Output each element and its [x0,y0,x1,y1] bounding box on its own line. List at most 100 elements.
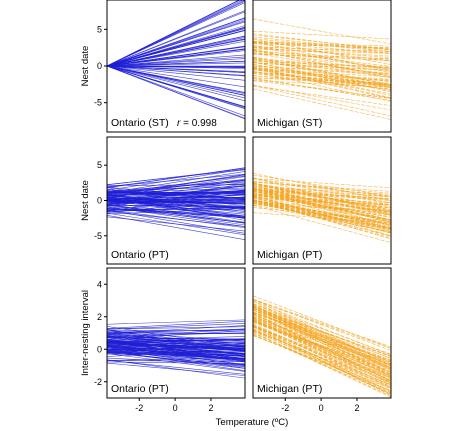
series-line [253,60,391,69]
series-line [253,311,391,361]
series-line [253,187,391,198]
series-line [253,30,391,40]
series-line [253,183,391,204]
series-line [107,65,245,110]
series-line [107,0,241,67]
series-line [253,80,391,99]
series-line [253,302,391,366]
annotation-background [175,117,219,130]
series-line [107,65,245,81]
series-line [253,38,391,53]
series-line [107,65,245,77]
panel-label: Ontario (PT) [111,383,169,395]
series-lines [107,319,245,379]
series-line [253,178,391,189]
series-line [107,168,245,191]
series-line [253,42,391,62]
series-line [253,174,391,197]
series-line [107,361,245,364]
series-line [253,88,391,120]
series-line [107,338,245,342]
series-line [253,40,391,49]
series-line [253,307,391,363]
series-line [253,61,391,93]
series-line [253,36,391,52]
panel-label: Ontario (ST) [111,117,169,129]
series-line [253,67,391,95]
series-line [253,71,391,86]
series-line [253,199,391,224]
series-line [107,2,245,67]
series-line [107,17,245,67]
series-line [253,316,391,367]
panel-frame [106,267,246,399]
series-line [107,65,245,107]
panel-label-background [255,248,324,262]
series-line [253,187,391,230]
y-tick-label: -2 [94,377,102,387]
panel-label-background [255,382,324,396]
series-line [107,335,245,357]
series-line [253,56,391,75]
y-tick-label: 4 [97,279,102,289]
panel-2: Michigan (ST) [252,0,392,133]
series-line [107,65,245,119]
series-line [253,306,391,375]
series-line [107,319,245,325]
series-line [253,73,391,85]
series-lines [107,0,245,120]
series-line [253,198,391,227]
series-line [253,320,391,385]
series-line [107,193,245,212]
panel-label-background [109,382,171,396]
panel-label: Michigan (PT) [257,383,322,395]
series-line [253,33,391,51]
series-line [253,188,391,215]
panel-label-background [255,116,324,130]
panel-frame [252,267,392,399]
series-line [253,75,391,85]
x-tick-label: 0 [173,403,178,413]
panel-1: -5 0 5 Nest date Ontario (ST) r = 0.998 [80,0,246,133]
panel-label-background [109,248,171,262]
series-line [253,48,391,54]
series-line [253,332,391,398]
series-line [253,195,391,204]
series-line [253,178,391,204]
series-line [253,202,391,229]
y-tick-label: 2 [97,312,102,322]
series-line [253,196,391,209]
series-line [253,190,391,201]
series-line [253,325,391,392]
series-line [253,68,391,78]
series-line [253,58,391,69]
series-line [107,351,245,363]
series-line [253,311,391,369]
y-tick-label: 0 [97,196,102,206]
series-line [253,193,391,218]
y-tick-label: 0 [97,344,102,354]
series-line [107,30,245,67]
series-line [107,198,245,202]
series-line [253,71,391,102]
y-axis-label: Inter-nesting interval [80,290,91,376]
series-line [253,197,391,206]
y-tick-label: 5 [97,24,102,34]
series-line [107,357,245,361]
series-line [253,42,391,50]
y-axis-label: Nest date [80,180,91,221]
panel-3: -5 0 5 Nest date Ontario (PT) [80,136,246,265]
series-line [253,306,391,358]
series-line [107,362,245,376]
series-line [107,192,245,195]
x-tick-label: -2 [135,403,143,413]
series-line [253,329,391,388]
y-tick-label: -5 [94,231,102,241]
series-line [253,44,391,71]
series-line [107,60,245,67]
series-line [253,186,391,216]
series-line [253,314,391,364]
series-line [107,198,245,219]
series-line [253,58,391,88]
